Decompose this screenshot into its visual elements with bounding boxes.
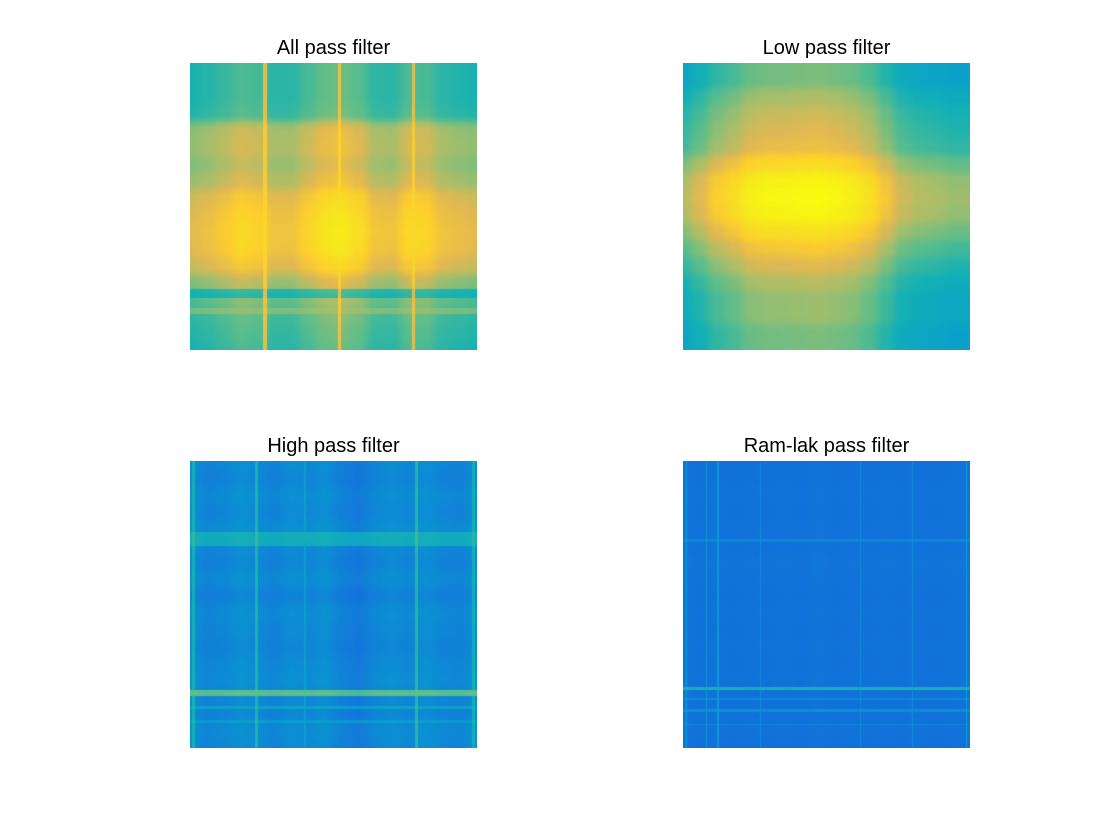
heatmap-all-pass [190,63,477,350]
heatmap-low-pass [683,63,970,350]
heatmap-high-pass [190,461,477,748]
heatmap-ram-lak [683,461,970,748]
subplot-title: High pass filter [267,435,400,457]
subplot-title: All pass filter [276,37,391,59]
subplot-title: Ram-lak pass filter [743,435,910,457]
subplot-title: Low pass filter [762,37,891,59]
